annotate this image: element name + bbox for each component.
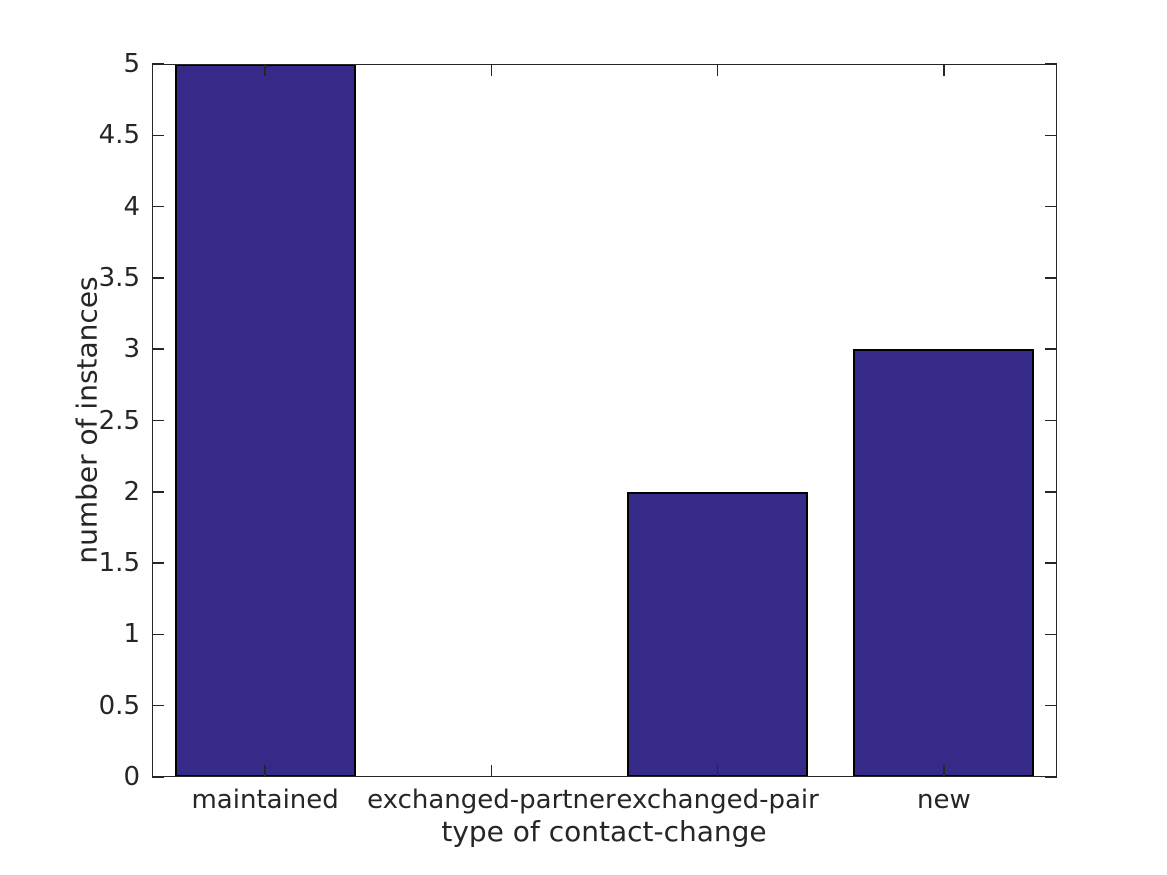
x-tick-bottom	[490, 765, 493, 777]
y-tick-right	[1045, 776, 1057, 778]
y-tick-right	[1045, 348, 1057, 350]
y-tick-label: 1.5	[98, 548, 140, 579]
y-tick-label: 4.5	[98, 120, 140, 151]
y-tick-label: 3.5	[98, 262, 140, 293]
y-tick-label: 1	[123, 619, 140, 650]
y-tick-right	[1045, 491, 1057, 493]
x-tick-top	[490, 64, 493, 76]
y-tick-label: 4	[123, 191, 140, 222]
y-tick-left	[152, 205, 164, 208]
x-tick-bottom	[943, 765, 945, 777]
y-tick-label: 0.5	[98, 690, 140, 721]
x-tick-label-maintained: maintained	[191, 785, 339, 815]
y-tick-right	[1045, 205, 1057, 208]
plot-area: 0 0.5 1 1.5 2 2.5 3 3.5 4 4.5 5 maintained exchanged…	[99, 51, 1057, 815]
bar-maintained	[174, 64, 356, 777]
y-tick-left	[152, 633, 164, 636]
y-tick-label: 2.5	[98, 405, 140, 436]
y-tick-left	[152, 562, 164, 564]
y-tick-left	[152, 491, 164, 493]
y-tick-left	[152, 419, 164, 422]
y-tick-left	[152, 704, 164, 707]
y-tick-left	[152, 277, 164, 279]
x-tick-label-exchanged-pair: exchanged-pair	[616, 785, 819, 815]
y-tick-right	[1045, 419, 1057, 422]
x-tick-top	[943, 64, 945, 76]
x-tick-bottom	[716, 765, 719, 777]
x-tick-label-exchanged-partner: exchanged-partner	[367, 785, 616, 815]
y-tick-right	[1045, 562, 1057, 564]
y-tick-right	[1045, 134, 1057, 137]
y-tick-right	[1045, 277, 1057, 279]
y-tick-left	[152, 776, 164, 778]
y-tick-label: 5	[123, 49, 140, 79]
x-tick-label-new: new	[917, 785, 971, 815]
x-tick-top	[716, 64, 719, 76]
bar-new	[853, 349, 1035, 777]
x-axis-label: type of contact-change	[441, 815, 767, 848]
y-tick-label: 3	[123, 334, 140, 365]
y-tick-left	[152, 63, 164, 65]
y-tick-right	[1045, 63, 1057, 65]
bar-exchanged-pair	[627, 491, 809, 777]
x-tick-top	[264, 64, 266, 76]
y-tick-label: 2	[123, 476, 140, 507]
y-tick-left	[152, 134, 164, 137]
y-tick-right	[1045, 633, 1057, 636]
x-tick-bottom	[264, 765, 266, 777]
y-tick-left	[152, 348, 164, 350]
y-tick-right	[1045, 704, 1057, 707]
y-tick-label: 0	[123, 762, 140, 792]
